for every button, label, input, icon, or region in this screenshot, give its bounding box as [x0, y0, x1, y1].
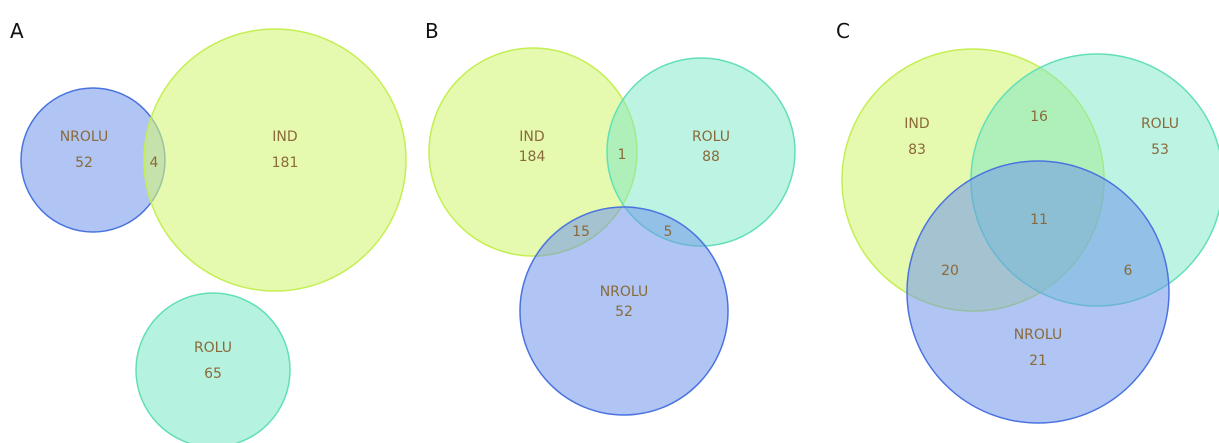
circle-nrolu — [519, 206, 729, 416]
label-nrolu: NROLU — [60, 129, 109, 145]
count-ind-rolu: 16 — [1030, 109, 1048, 125]
label-rolu: ROLU — [194, 340, 232, 356]
panel-c: C IND 83 ROLU 53 16 11 20 6 NROLU 21 — [836, 19, 1219, 424]
count-rolu-nrolu: 6 — [1124, 263, 1133, 279]
count-ind-nrolu: 20 — [941, 263, 959, 279]
label-rolu: ROLU — [1141, 116, 1179, 132]
label-ind: IND — [519, 129, 544, 145]
count-ind-rolu: 1 — [618, 147, 627, 163]
count-rolu-only: 53 — [1151, 142, 1169, 158]
count-ind-only: 184 — [519, 149, 546, 165]
label-rolu: ROLU — [692, 129, 730, 145]
panel-letter-a: A — [10, 19, 24, 43]
count-nrolu-only: 52 — [75, 155, 93, 171]
count-rolu-nrolu: 5 — [664, 224, 673, 240]
count-ind-only: 83 — [908, 142, 926, 158]
count-nrolu-only: 52 — [615, 304, 633, 320]
count-nrolu-only: 21 — [1029, 353, 1047, 369]
label-nrolu: NROLU — [1014, 327, 1063, 343]
count-rolu-only: 65 — [204, 366, 222, 382]
label-ind: IND — [272, 129, 297, 145]
panel-a: A NROLU 52 IND 181 4 ROLU 65 — [10, 19, 407, 443]
circle-rolu — [135, 292, 291, 443]
count-ind-only: 181 — [272, 155, 299, 171]
label-ind: IND — [904, 116, 929, 132]
label-nrolu: NROLU — [600, 284, 649, 300]
count-ind-rolu-nrolu: 11 — [1030, 212, 1048, 228]
count-ind-nrolu: 15 — [572, 224, 590, 240]
circle-ind — [143, 28, 407, 292]
panel-letter-c: C — [836, 19, 850, 43]
panel-letter-b: B — [425, 19, 439, 43]
count-rolu-only: 88 — [702, 149, 720, 165]
panel-b: B IND 184 ROLU 88 1 15 5 NROLU 52 — [425, 19, 796, 416]
circle-nrolu — [906, 160, 1170, 424]
count-nrolu-ind: 4 — [150, 155, 159, 171]
